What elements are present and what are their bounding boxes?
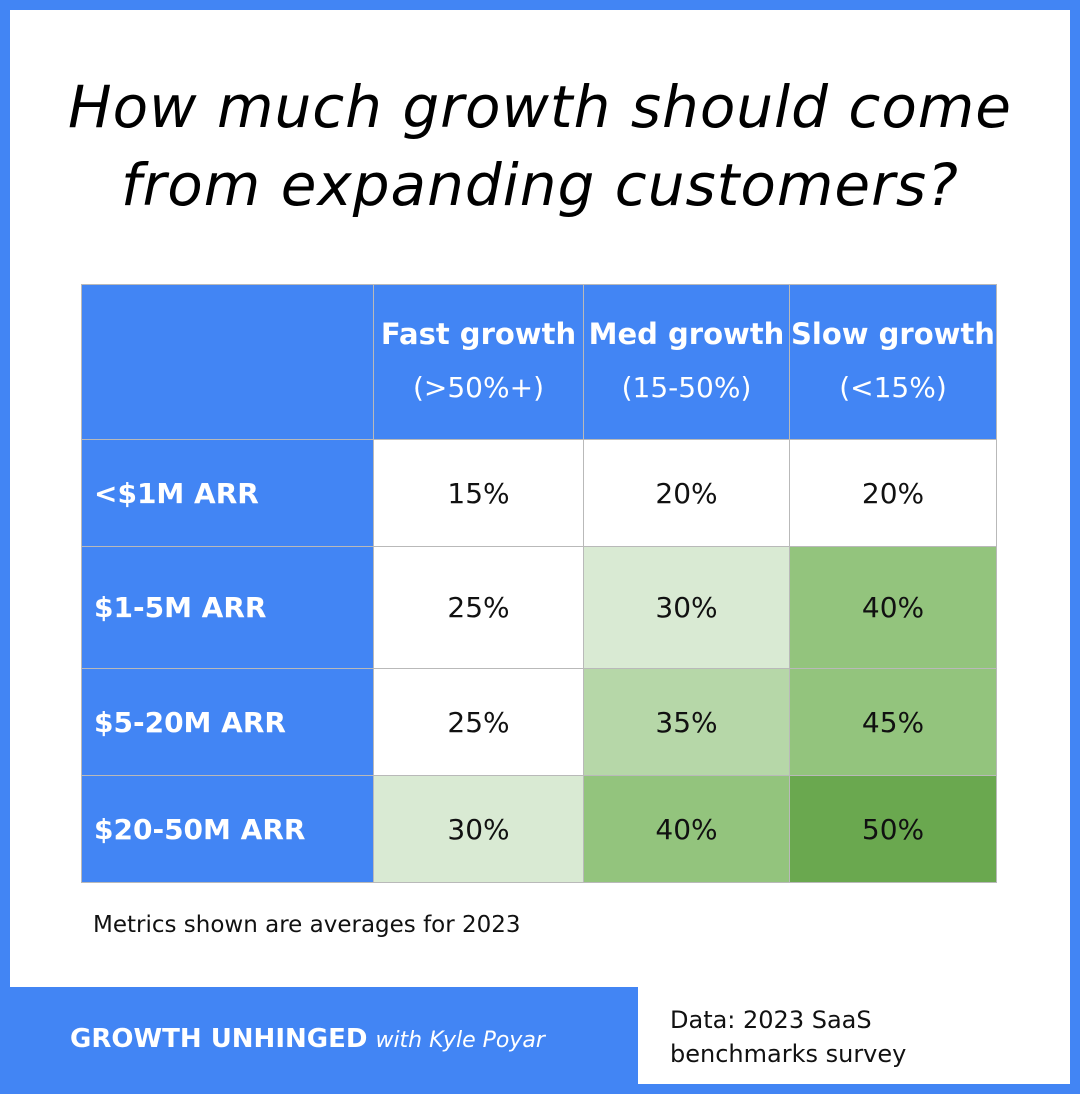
table-row: $5-20M ARR 25% 35% 45% [81, 668, 997, 776]
column-header-name: Med growth [588, 317, 785, 351]
brand-name: GROWTH UNHINGED [70, 1024, 368, 1054]
value-cell: 35% [583, 668, 790, 776]
benchmark-table: Fast growth (>50%+) Med growth (15-50%) … [81, 284, 997, 883]
column-header-range: (>50%+) [412, 371, 544, 404]
value-cell: 45% [789, 668, 997, 776]
brand-byline: with Kyle Poyar [375, 1028, 545, 1053]
source-line-1: Data: 2023 SaaS [670, 1006, 872, 1034]
column-header-name: Slow growth [791, 317, 995, 351]
title-line-1: How much growth should come [68, 73, 1012, 141]
column-header-range: (<15%) [839, 371, 947, 404]
value-cell: 50% [789, 775, 997, 883]
column-header-range: (15-50%) [621, 371, 752, 404]
value-cell: 15% [373, 439, 584, 547]
value-cell: 20% [789, 439, 997, 547]
row-label: <$1M ARR [81, 439, 374, 547]
value-cell: 40% [789, 546, 997, 669]
column-header-name: Fast growth [380, 317, 577, 351]
source-line-2: benchmarks survey [670, 1040, 907, 1068]
title-line-2: from expanding customers? [121, 151, 959, 219]
table-row: $20-50M ARR 30% 40% 50% [81, 775, 997, 883]
table-row: $1-5M ARR 25% 30% 40% [81, 546, 997, 669]
row-label: $5-20M ARR [81, 668, 374, 776]
row-label: $1-5M ARR [81, 546, 374, 669]
value-cell: 30% [583, 546, 790, 669]
header-row: Fast growth (>50%+) Med growth (15-50%) … [81, 284, 997, 440]
value-cell: 30% [373, 775, 584, 883]
footnote: Metrics shown are averages for 2023 [93, 912, 521, 938]
value-cell: 40% [583, 775, 790, 883]
brand-bar [0, 987, 638, 1094]
value-cell: 25% [373, 546, 584, 669]
row-label: $20-50M ARR [81, 775, 374, 883]
column-header-fast: Fast growth (>50%+) [373, 284, 584, 440]
page-title: How much growth should come from expandi… [0, 68, 1080, 224]
header-corner-cell [81, 284, 374, 440]
column-header-med: Med growth (15-50%) [583, 284, 790, 440]
column-header-slow: Slow growth (<15%) [789, 284, 997, 440]
brand-logo: GROWTH UNHINGED with Kyle Poyar [70, 1024, 545, 1054]
value-cell: 25% [373, 668, 584, 776]
data-source: Data: 2023 SaaS benchmarks survey [670, 1003, 906, 1071]
table-row: <$1M ARR 15% 20% 20% [81, 439, 997, 547]
value-cell: 20% [583, 439, 790, 547]
